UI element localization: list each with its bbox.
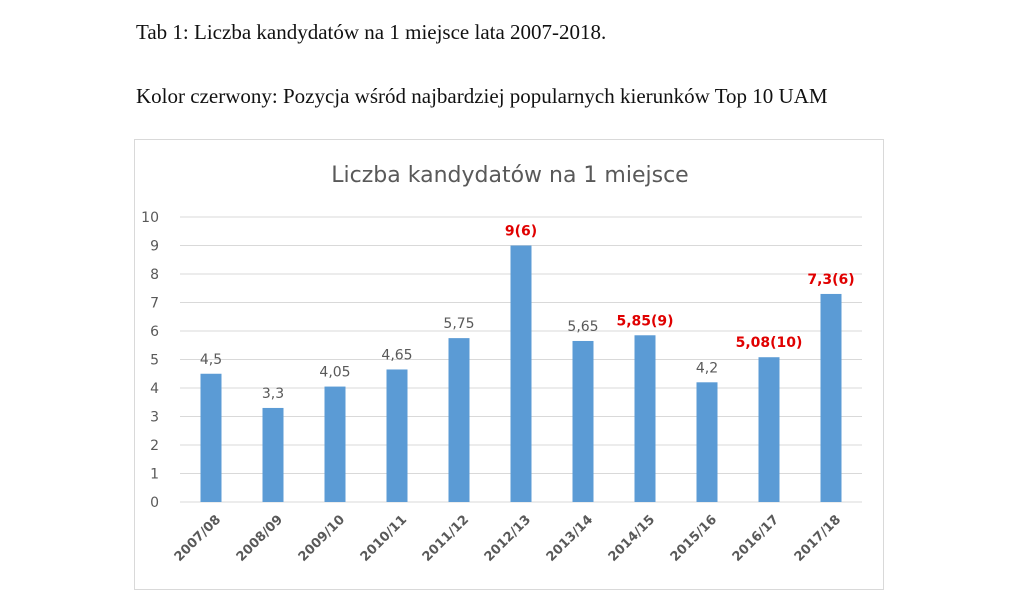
- x-tick-label: 2015/16: [668, 512, 720, 564]
- x-tick-label: 2013/14: [544, 512, 596, 564]
- data-label: 5,75: [443, 316, 474, 332]
- y-tick-label: 3: [150, 410, 159, 426]
- y-tick-label: 6: [150, 324, 159, 340]
- bar-2014-15: [634, 335, 656, 502]
- y-tick-label: 9: [150, 239, 159, 255]
- bar-chart: 0 1 2 3 4 5 6 7 8 9 10 4,5 3,3 4,05 4,65 5,75 9(6) 5,65 5…: [141, 163, 862, 565]
- y-tick-label: 7: [150, 296, 159, 312]
- y-tick-label: 4: [150, 381, 159, 397]
- x-tick-label: 2012/13: [482, 512, 534, 564]
- color-legend-note: Kolor czerwony: Pozycja wśród najbardzie…: [136, 84, 828, 108]
- x-tick-label: 2014/15: [606, 512, 658, 564]
- chart-container: 0 1 2 3 4 5 6 7 8 9 10 4,5 3,3 4,05 4,65 5,75 9(6) 5,65 5…: [134, 139, 884, 590]
- x-tick-label: 2011/12: [420, 512, 472, 564]
- data-label: 5,65: [567, 319, 598, 335]
- data-label: 5,85(9): [616, 313, 673, 329]
- data-label: 7,3(6): [807, 272, 854, 288]
- y-tick-label: 2: [150, 438, 159, 454]
- bar-2007-08: [200, 373, 222, 502]
- bar-2009-10: [324, 386, 346, 502]
- chart-title: Liczba kandydatów na 1 miejsce: [331, 163, 688, 188]
- data-label: 4,2: [696, 360, 718, 376]
- bar-2013-14: [572, 340, 594, 502]
- bar-2016-17: [758, 357, 780, 502]
- data-label: 4,5: [200, 352, 222, 368]
- data-label: 4,05: [319, 365, 350, 381]
- y-tick-label: 5: [150, 353, 159, 369]
- bars: [200, 245, 842, 502]
- x-tick-label: 2016/17: [730, 512, 782, 564]
- bar-2017-18: [820, 293, 842, 502]
- y-tick-label: 8: [150, 267, 159, 283]
- bar-2008-09: [262, 407, 284, 502]
- y-tick-label: 0: [150, 495, 159, 511]
- table-caption: Tab 1: Liczba kandydatów na 1 miejsce la…: [136, 20, 607, 44]
- data-label: 5,08(10): [736, 335, 803, 351]
- x-tick-label: 2007/08: [172, 512, 224, 564]
- bar-2015-16: [696, 382, 718, 502]
- y-tick-label: 10: [141, 210, 159, 226]
- bar-2011-12: [448, 338, 470, 502]
- x-tick-label: 2010/11: [358, 512, 410, 564]
- x-tick-label: 2009/10: [296, 512, 348, 564]
- x-axis-ticks: 2007/08 2008/09 2009/10 2010/11 2011/12 2012/…: [172, 512, 844, 564]
- x-tick-label: 2008/09: [234, 512, 286, 564]
- data-labels: 4,5 3,3 4,05 4,65 5,75 9(6) 5,65 5,85(9) 4,2 5,08…: [200, 224, 855, 402]
- bar-2010-11: [386, 369, 408, 502]
- bar-2012-13: [510, 245, 532, 502]
- data-label: 3,3: [262, 386, 284, 402]
- data-label: 9(6): [505, 224, 537, 240]
- data-label: 4,65: [381, 347, 412, 363]
- y-axis-ticks: 0 1 2 3 4 5 6 7 8 9 10: [141, 210, 159, 511]
- x-tick-label: 2017/18: [792, 512, 844, 564]
- y-tick-label: 1: [150, 467, 159, 483]
